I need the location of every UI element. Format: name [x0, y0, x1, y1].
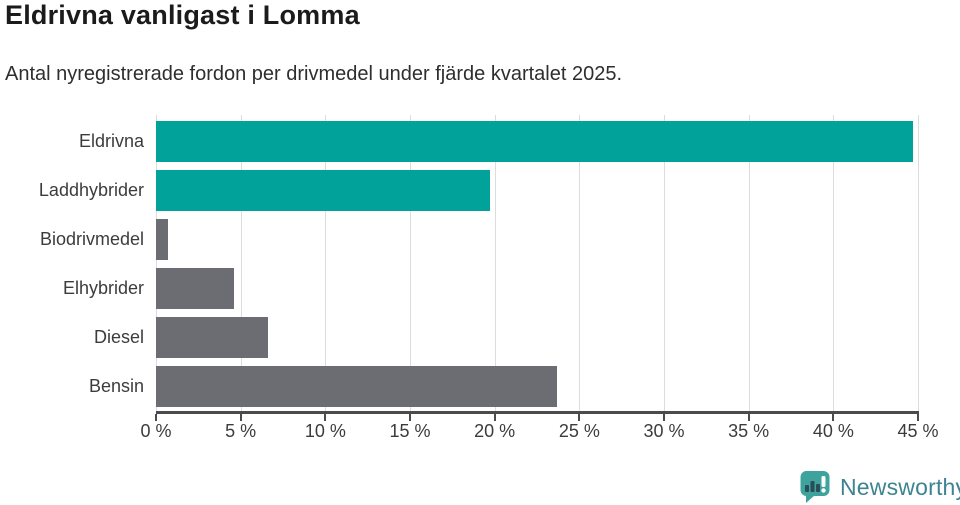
plot-area	[156, 115, 919, 411]
x-tickmark	[663, 414, 665, 421]
x-tickmark	[578, 414, 581, 421]
gridline	[664, 115, 665, 411]
x-tick-label: 30 %	[643, 421, 685, 441]
x-axis-ticklabels: 0 % 5 % 10 % 15 % 20 % 25 % 30 % 35 % 40 % 45 %	[140, 421, 938, 447]
x-tickmark	[409, 414, 411, 421]
x-tick-label: 15 %	[389, 421, 431, 441]
category-label: Elhybrider	[62, 278, 144, 298]
bar-row	[156, 362, 918, 411]
category-label: Bensin	[88, 376, 144, 396]
newsworthy-logo-icon	[800, 471, 830, 503]
x-tick-label: 35 %	[728, 421, 770, 441]
gridline	[579, 115, 581, 411]
bar-row	[156, 313, 918, 362]
x-tick-label: 5 %	[225, 421, 257, 441]
gridline	[240, 115, 242, 411]
x-tickmark	[155, 414, 157, 421]
brand-name: Newsworthy	[840, 473, 960, 500]
x-tickmark	[239, 414, 242, 421]
gridline	[494, 115, 496, 411]
category-label: Eldrivna	[78, 131, 144, 151]
x-axis-tickmarks	[155, 414, 919, 422]
x-tickmark	[493, 414, 496, 421]
bar	[156, 121, 913, 162]
bar-row	[156, 117, 918, 166]
category-label: Biodrivmedel	[39, 229, 144, 249]
x-tickmark	[747, 414, 750, 421]
x-tick-label: 10 %	[304, 421, 346, 441]
bar	[156, 317, 268, 358]
category-axis-labels: Eldrivna Laddhybrider Biodrivmedel Elhybrid…	[0, 117, 144, 411]
chart-title: Eldrivna vanligast i Lomma	[5, 0, 360, 30]
bar-row	[156, 166, 918, 215]
bar	[156, 219, 168, 260]
gridline	[156, 115, 157, 411]
x-tick-label: 20 %	[474, 421, 516, 441]
x-tickmark	[917, 414, 919, 421]
category-label: Diesel	[93, 327, 144, 347]
brand-footer: Newsworthy	[798, 470, 960, 504]
x-tick-label: 0 %	[140, 421, 172, 441]
bar-row	[156, 215, 918, 264]
x-tickmark	[324, 414, 327, 421]
x-tickmark	[832, 414, 835, 421]
category-label: Laddhybrider	[38, 180, 144, 200]
gridline	[918, 115, 919, 411]
bar	[156, 268, 234, 309]
gridline	[325, 115, 327, 411]
gridline	[410, 115, 411, 411]
x-tick-label: 25 %	[558, 421, 600, 441]
bar-row	[156, 264, 918, 313]
bar	[156, 366, 558, 407]
x-axis-line	[156, 411, 919, 414]
bar	[156, 170, 490, 211]
chart-subtitle: Antal nyregistrerade fordon per drivmede…	[5, 63, 623, 85]
gridline	[748, 115, 750, 411]
x-tick-label: 45 %	[897, 421, 939, 441]
x-tick-label: 40 %	[812, 421, 854, 441]
gridline	[833, 115, 835, 411]
